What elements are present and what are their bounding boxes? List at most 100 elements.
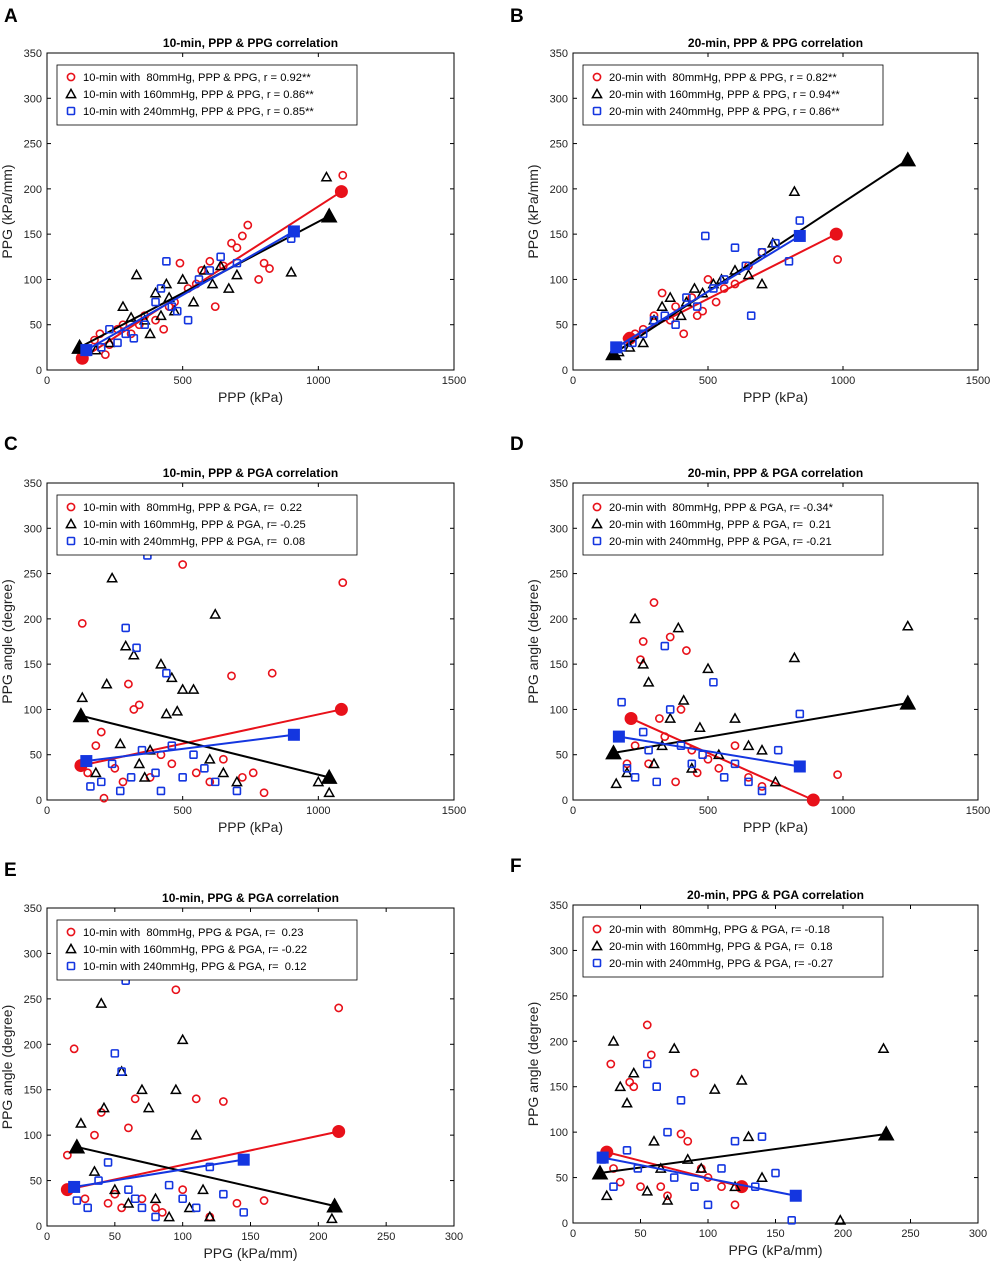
data-point (205, 1162, 215, 1172)
legend-marker (65, 87, 77, 99)
data-point (133, 757, 146, 769)
data-point (157, 1207, 167, 1217)
series-black (72, 571, 338, 798)
legend-entry: 10-min with 240mmHg, PPP & PGA, r= 0.08 (83, 536, 305, 548)
y-tick-label: 150 (24, 659, 42, 671)
data-point (99, 793, 109, 803)
y-tick-label: 50 (30, 320, 42, 332)
legend-marker (592, 106, 602, 116)
legend-marker (66, 72, 76, 82)
fit-endpoint (591, 1164, 609, 1180)
data-point (178, 1194, 187, 1204)
data-point (205, 256, 215, 266)
fit-endpoint (237, 1153, 250, 1166)
data-point (189, 750, 198, 760)
y-tick-label: 300 (24, 948, 42, 960)
panel-label: C (4, 434, 18, 455)
legend-box (582, 64, 884, 126)
legend-marker (65, 942, 77, 954)
data-point (95, 997, 108, 1008)
x-tick-label: 200 (834, 1228, 852, 1240)
data-point (787, 1215, 797, 1225)
data-point (267, 668, 277, 678)
fit-endpoint (320, 768, 338, 784)
data-point (665, 632, 675, 642)
data-point (214, 259, 227, 271)
data-point (259, 788, 269, 798)
data-point (75, 1117, 87, 1128)
data-point (91, 741, 101, 751)
data-point (222, 282, 235, 293)
data-point (600, 1189, 613, 1201)
panel-e: E 10-min, PPG & PGA correlation 0 50 100 150 2… (0, 860, 463, 1261)
legend-entry: 20-min with 240mmHg, PPP & PGA, r= -0.21 (609, 536, 832, 548)
x-tick-label: 1500 (442, 805, 466, 817)
data-point (664, 712, 677, 723)
y-tick-label: 0 (36, 365, 42, 377)
data-point (746, 311, 756, 320)
data-point (194, 275, 204, 284)
data-point (679, 329, 689, 339)
data-point (265, 264, 274, 273)
data-point (744, 777, 753, 787)
y-tick-label: 250 (550, 991, 568, 1003)
data-point (231, 775, 243, 787)
data-point (113, 338, 122, 348)
fit-endpoint (806, 793, 820, 807)
data-point (151, 297, 160, 307)
data-point (110, 1189, 120, 1199)
y-tick-label: 350 (550, 900, 568, 912)
data-point (176, 273, 189, 284)
data-point (629, 612, 641, 624)
legend-marker (591, 87, 603, 99)
data-point (617, 697, 626, 707)
data-point (742, 1130, 755, 1142)
chart-title: 10-min, PPP & PPG correlation (163, 36, 338, 50)
x-tick-label: 500 (699, 375, 717, 387)
data-point (130, 1194, 140, 1204)
data-point (187, 683, 200, 694)
data-point (682, 646, 691, 655)
data-point (119, 639, 132, 651)
x-axis-label: PPP (kPa) (743, 819, 808, 835)
data-point (138, 314, 151, 325)
data-point (773, 745, 783, 755)
legend-entry: 20-min with 240mmHg, PPP & PPG, r = 0.86… (609, 106, 840, 118)
data-point (709, 284, 718, 293)
data-point (681, 1153, 694, 1164)
data-point (326, 1212, 338, 1224)
x-tick-label: 500 (173, 375, 191, 387)
data-point (788, 651, 801, 663)
data-point (162, 257, 171, 266)
data-point (649, 598, 659, 607)
fit-endpoint (612, 730, 625, 743)
data-point (77, 618, 87, 628)
data-point (677, 694, 690, 705)
data-point (115, 786, 125, 796)
y-tick-label: 250 (24, 994, 42, 1006)
legend-entry: 20-min with 80mmHg, PPP & PPG, r = 0.82*… (609, 72, 837, 84)
data-point (671, 320, 680, 330)
data-point (151, 1203, 160, 1213)
data-point (628, 338, 637, 348)
data-point (641, 1185, 654, 1196)
data-point (114, 737, 127, 749)
data-point (108, 1183, 121, 1195)
data-point (756, 744, 768, 755)
y-tick-label: 350 (550, 48, 568, 60)
x-tick-label: 250 (901, 1228, 919, 1240)
legend-marker (592, 72, 602, 82)
data-point (338, 170, 348, 180)
data-point (642, 1020, 652, 1030)
data-point (162, 668, 171, 678)
data-point (834, 1214, 847, 1225)
data-point (69, 1044, 79, 1054)
y-tick-label: 150 (550, 229, 568, 241)
data-point (132, 643, 141, 653)
data-point (129, 333, 139, 343)
data-point (729, 1180, 741, 1192)
data-point (665, 705, 675, 714)
fit-endpoint (899, 694, 917, 710)
data-point (160, 707, 173, 719)
data-point (719, 773, 729, 782)
